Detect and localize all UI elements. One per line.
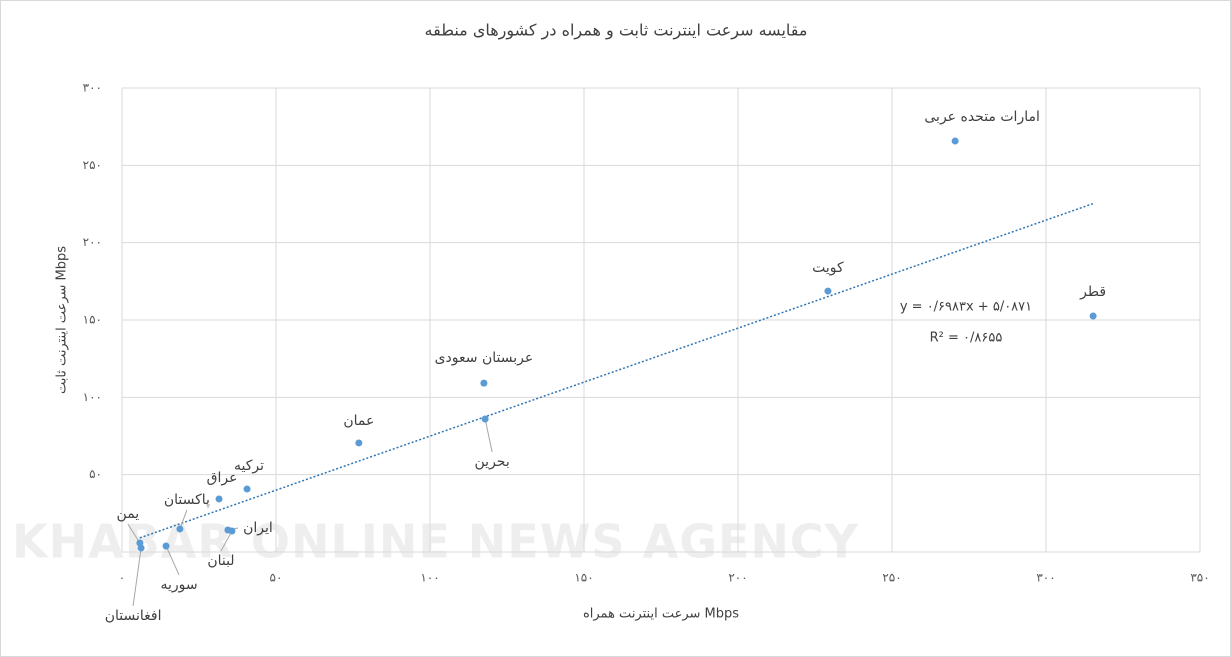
- watermark: KHABAR ONLINE NEWS AGENCY: [12, 515, 859, 569]
- y-tick-label: ۲۰۰: [83, 235, 102, 249]
- trendline-equation: y = ۰/۶۹۸۳x + ۵/۰۸۷۱: [900, 300, 1032, 315]
- point: [481, 415, 489, 423]
- point-label: ایران: [243, 520, 273, 536]
- point-label: عربستان سعودی: [435, 350, 534, 366]
- point: [137, 544, 145, 552]
- x-tick-label: ۲۵۰: [882, 571, 901, 585]
- point: [176, 525, 184, 533]
- trendline-r2: R² = ۰/۸۶۵۵: [930, 331, 1003, 346]
- point-label: یمن: [117, 506, 140, 522]
- x-tick-label: ۱۰۰: [420, 571, 439, 585]
- x-axis-label: سرعت اینترنت همراه Mbps: [583, 607, 739, 622]
- x-tick-label: ۳۵۰: [1190, 571, 1209, 585]
- point-label: عراق: [207, 470, 238, 486]
- point-label: ترکیه: [234, 458, 264, 474]
- point: [215, 495, 223, 503]
- y-tick-label: ۲۵۰: [83, 158, 102, 172]
- point-label: قطر: [1079, 284, 1106, 300]
- y-tick-label: ۱۵۰: [83, 313, 102, 327]
- trendline: [139, 202, 1094, 539]
- point-label: سوریه: [160, 577, 197, 593]
- point-label: لبنان: [207, 553, 234, 569]
- leader-line: [132, 547, 142, 607]
- x-tick-label: ۲۰۰: [728, 571, 747, 585]
- point: [228, 527, 236, 535]
- x-tick-label: ۳۰۰: [1036, 571, 1055, 585]
- point-label: بحرین: [475, 454, 510, 470]
- point-label: افغانستان: [105, 608, 162, 624]
- point-label: پاکستان: [164, 492, 210, 508]
- leader-line: [127, 523, 141, 544]
- point-label: کویت: [812, 260, 844, 276]
- point: [162, 542, 170, 550]
- point: [951, 137, 959, 145]
- x-tick-label: ۵۰: [270, 571, 283, 585]
- y-tick-label: ۳۰۰: [83, 81, 102, 95]
- point: [480, 379, 488, 387]
- leader-line: [220, 530, 233, 552]
- x-tick-label: ۱۵۰: [574, 571, 593, 585]
- point: [1089, 312, 1097, 320]
- leader-line: [165, 545, 180, 576]
- point-label: عمان: [343, 413, 374, 429]
- y-tick-label: ۱۰۰: [83, 390, 102, 404]
- point: [355, 439, 363, 447]
- chart-title: مقایسه سرعت اینترنت ثابت و همراه در کشور…: [425, 21, 808, 41]
- leader-line: [484, 418, 493, 453]
- point: [243, 485, 251, 493]
- point-label: امارات متحده عربی: [924, 109, 1039, 125]
- point: [824, 287, 832, 295]
- y-tick-label: ۵۰: [89, 467, 102, 481]
- x-tick-label: ۰: [119, 571, 125, 585]
- y-axis-label: سرعت اینترنت ثابت Mbps: [55, 246, 70, 394]
